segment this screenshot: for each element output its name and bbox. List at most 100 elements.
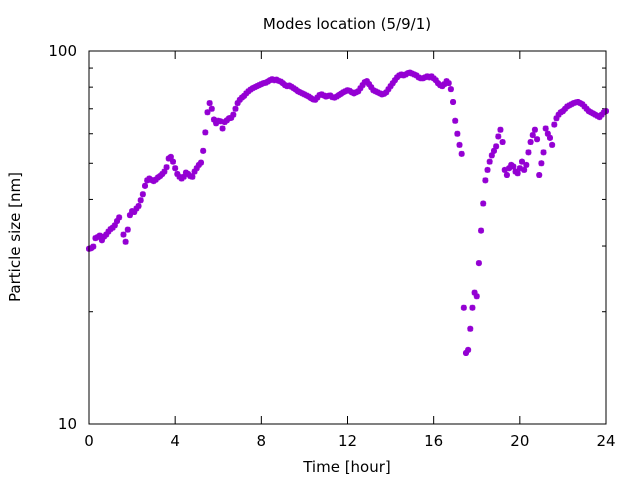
data-point	[167, 153, 174, 160]
data-point	[159, 170, 166, 177]
x-tick-label: 24	[596, 432, 615, 450]
data-point	[510, 163, 517, 170]
data-point	[105, 228, 112, 235]
data-point	[98, 237, 105, 244]
data-point	[534, 136, 541, 143]
data-point	[142, 182, 149, 189]
x-axis-label: Time [hour]	[302, 458, 391, 476]
data-point	[228, 114, 235, 121]
data-point	[490, 147, 497, 154]
data-point	[387, 83, 394, 90]
data-point	[90, 243, 97, 250]
data-point	[596, 114, 603, 121]
data-point	[493, 143, 500, 150]
data-point	[478, 227, 485, 234]
data-point	[163, 164, 170, 171]
data-point	[447, 86, 454, 93]
y-tick-label: 10	[58, 415, 77, 433]
data-point	[172, 165, 179, 172]
data-point	[241, 92, 248, 99]
data-point	[133, 205, 140, 212]
data-point	[96, 232, 103, 239]
data-point	[213, 120, 220, 127]
data-point	[122, 238, 129, 245]
data-point	[473, 293, 480, 300]
data-point	[198, 159, 205, 166]
data-point	[460, 304, 467, 311]
data-point	[529, 132, 536, 139]
data-point	[210, 116, 217, 123]
data-point	[161, 168, 168, 175]
data-point	[111, 222, 118, 229]
data-point	[486, 158, 493, 165]
data-point	[497, 126, 504, 133]
data-point	[204, 109, 211, 116]
data-point	[193, 165, 200, 172]
data-point	[200, 147, 207, 154]
data-point	[538, 160, 545, 167]
data-point	[445, 80, 452, 87]
data-point	[462, 350, 469, 357]
data-point	[217, 118, 224, 125]
data-point	[471, 289, 478, 296]
data-point	[546, 134, 553, 141]
data-point	[174, 170, 181, 177]
data-point	[475, 260, 482, 267]
data-point	[137, 197, 144, 204]
data-point	[116, 214, 123, 221]
data-point	[495, 133, 502, 140]
data-point	[114, 218, 121, 225]
data-point	[355, 88, 362, 95]
data-point	[540, 149, 547, 156]
data-point	[126, 212, 133, 219]
data-point	[314, 94, 321, 101]
data-point	[482, 177, 489, 184]
data-point	[230, 111, 237, 118]
data-point	[467, 325, 474, 332]
data-point	[391, 77, 398, 84]
data-point	[544, 130, 551, 137]
data-point	[450, 98, 457, 105]
axis-ticks: 0 4 8 12 16 20 24 10 100	[48, 42, 615, 450]
data-point	[202, 129, 209, 136]
data-point	[189, 173, 196, 180]
data-point	[131, 209, 138, 216]
data-point	[484, 166, 491, 173]
data-point	[516, 165, 523, 172]
data-point	[553, 115, 560, 122]
data-point	[363, 78, 370, 85]
x-tick-label: 8	[257, 432, 267, 450]
data-point	[389, 80, 396, 87]
data-point	[139, 191, 146, 198]
data-point	[135, 203, 142, 210]
data-point	[219, 125, 226, 132]
x-tick-label: 12	[338, 432, 357, 450]
data-point	[458, 150, 465, 157]
data-point	[465, 346, 472, 353]
data-point	[103, 231, 110, 238]
plot-frame	[88, 50, 607, 425]
data-point	[452, 117, 459, 124]
data-point	[357, 85, 364, 92]
data-point	[366, 81, 373, 88]
data-point	[488, 152, 495, 159]
data-point	[480, 200, 487, 207]
data-point	[503, 172, 510, 179]
data-point	[549, 141, 556, 148]
data-point	[514, 170, 521, 177]
data-point	[518, 158, 525, 165]
data-point	[441, 81, 448, 88]
data-point	[523, 161, 530, 168]
data-point	[469, 304, 476, 311]
chart-title: Modes location (5/9/1)	[263, 15, 431, 33]
data-point	[531, 126, 538, 133]
data-point	[456, 141, 463, 148]
y-tick-label: 100	[48, 42, 77, 60]
data-point	[506, 165, 513, 172]
y-axis-label: Particle size [nm]	[6, 172, 24, 302]
data-point	[432, 77, 439, 84]
data-point	[527, 139, 534, 146]
data-point	[499, 139, 506, 146]
data-point	[521, 166, 528, 173]
